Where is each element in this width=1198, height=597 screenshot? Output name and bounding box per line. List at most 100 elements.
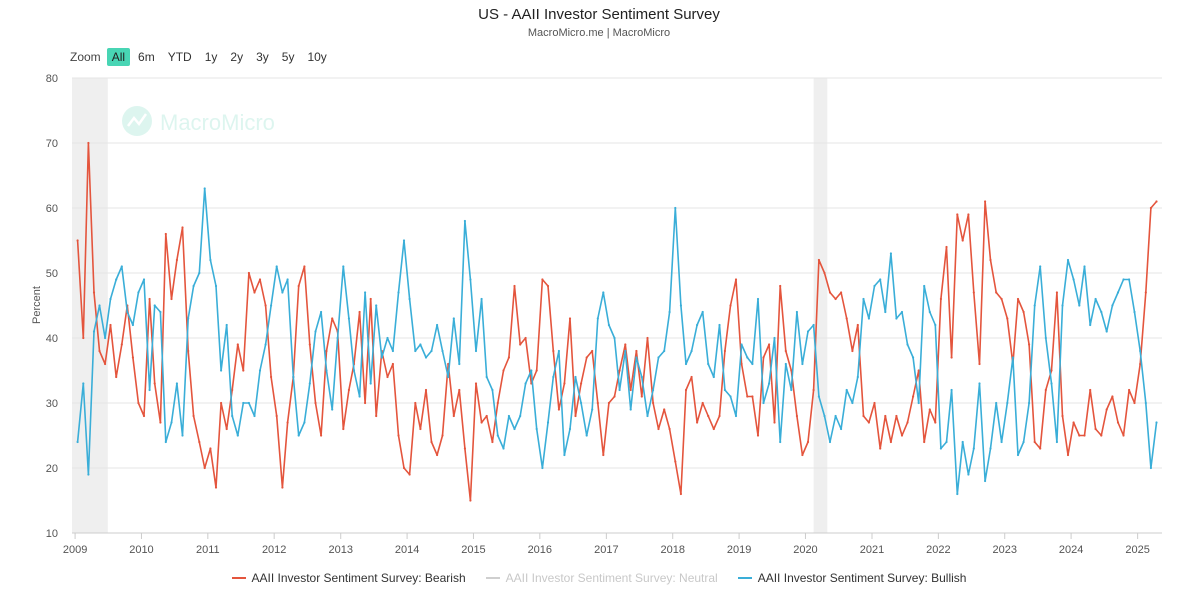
data-point-2-4[interactable] (98, 304, 101, 307)
data-point-2-175[interactable] (1044, 336, 1047, 340)
data-point-0-4[interactable] (98, 349, 101, 353)
data-point-2-165[interactable] (989, 447, 992, 450)
data-point-2-55[interactable] (380, 356, 383, 359)
data-point-2-54[interactable] (375, 304, 378, 307)
data-point-0-109[interactable] (679, 492, 683, 496)
data-point-2-9[interactable] (126, 310, 129, 314)
data-point-2-181[interactable] (1078, 304, 1081, 307)
data-point-2-58[interactable] (397, 291, 400, 294)
data-point-2-137[interactable] (834, 414, 837, 418)
data-point-0-73[interactable] (480, 421, 483, 424)
data-point-0-122[interactable] (751, 395, 754, 398)
data-point-0-78[interactable] (507, 356, 510, 359)
data-point-2-79[interactable] (513, 427, 516, 431)
data-point-2-8[interactable] (120, 265, 123, 268)
data-point-0-183[interactable] (1089, 388, 1092, 392)
data-point-0-170[interactable] (1016, 297, 1020, 301)
data-point-0-159[interactable] (956, 213, 959, 216)
data-point-2-16[interactable] (164, 440, 167, 444)
data-point-2-105[interactable] (657, 356, 660, 359)
data-point-2-77[interactable] (502, 447, 505, 450)
data-point-0-61[interactable] (414, 401, 417, 405)
data-point-2-109[interactable] (679, 304, 683, 307)
data-point-0-49[interactable] (347, 388, 350, 392)
data-point-0-107[interactable] (668, 427, 671, 431)
data-point-0-80[interactable] (519, 343, 522, 346)
data-point-2-14[interactable] (153, 304, 156, 307)
data-point-2-45[interactable] (325, 369, 328, 372)
data-point-0-136[interactable] (828, 291, 832, 294)
data-point-0-113[interactable] (701, 401, 704, 405)
data-point-2-30[interactable] (242, 401, 245, 405)
data-point-0-180[interactable] (1072, 421, 1075, 424)
data-point-0-21[interactable] (192, 414, 195, 418)
data-point-0-33[interactable] (258, 278, 262, 281)
data-point-2-83[interactable] (535, 427, 538, 431)
data-point-0-191[interactable] (1133, 401, 1136, 405)
data-point-0-181[interactable] (1078, 434, 1081, 437)
data-point-2-153[interactable] (923, 284, 926, 288)
data-point-2-166[interactable] (995, 401, 998, 405)
data-point-0-42[interactable] (308, 343, 311, 346)
data-point-2-94[interactable] (596, 317, 599, 320)
data-point-0-130[interactable] (795, 414, 799, 418)
zoom-ytd-button[interactable]: YTD (167, 50, 192, 64)
data-point-2-87[interactable] (557, 349, 561, 353)
data-point-2-190[interactable] (1128, 278, 1131, 281)
data-point-0-29[interactable] (236, 343, 239, 346)
data-point-0-133[interactable] (812, 388, 815, 392)
series-line-2[interactable] (76, 187, 1158, 495)
data-point-0-54[interactable] (375, 414, 378, 418)
legend-item-neutral[interactable]: AAII Investor Sentiment Survey: Neutral (485, 571, 718, 585)
zoom-2y-button[interactable]: 2y (230, 50, 244, 64)
data-point-0-27[interactable] (225, 427, 228, 431)
data-point-2-138[interactable] (840, 427, 843, 431)
data-point-2-187[interactable] (1111, 304, 1114, 307)
data-point-2-25[interactable] (214, 284, 218, 288)
data-point-2-178[interactable] (1061, 304, 1064, 307)
data-point-2-36[interactable] (275, 265, 278, 268)
data-point-2-157[interactable] (945, 440, 948, 444)
data-point-2-68[interactable] (452, 317, 455, 320)
data-point-0-115[interactable] (712, 427, 715, 431)
data-point-0-187[interactable] (1111, 395, 1114, 398)
data-point-0-38[interactable] (286, 421, 289, 424)
data-point-0-173[interactable] (1033, 440, 1036, 444)
data-point-2-91[interactable] (580, 401, 583, 405)
data-point-2-125[interactable] (768, 382, 771, 385)
data-point-2-100[interactable] (629, 408, 632, 411)
data-point-0-58[interactable] (397, 434, 400, 437)
data-point-0-114[interactable] (707, 414, 710, 418)
data-point-0-132[interactable] (806, 440, 810, 444)
data-point-0-95[interactable] (602, 453, 605, 457)
data-point-2-70[interactable] (463, 219, 466, 223)
data-point-0-155[interactable] (934, 421, 937, 424)
data-point-2-171[interactable] (1022, 440, 1025, 444)
data-point-2-71[interactable] (469, 278, 472, 281)
data-point-2-182[interactable] (1083, 265, 1086, 268)
data-point-2-189[interactable] (1122, 278, 1125, 281)
data-point-0-148[interactable] (895, 414, 898, 418)
data-point-2-154[interactable] (928, 310, 931, 314)
data-point-0-19[interactable] (181, 226, 184, 229)
data-point-0-97[interactable] (613, 395, 616, 398)
data-point-2-122[interactable] (751, 362, 754, 366)
data-point-0-116[interactable] (718, 414, 721, 418)
data-point-0-182[interactable] (1083, 434, 1086, 437)
data-point-0-127[interactable] (779, 284, 782, 288)
data-point-2-95[interactable] (602, 291, 605, 294)
data-point-0-193[interactable] (1144, 291, 1147, 294)
data-point-0-137[interactable] (834, 297, 837, 301)
data-point-2-46[interactable] (331, 408, 334, 411)
data-point-0-190[interactable] (1128, 388, 1131, 392)
data-point-2-114[interactable] (707, 362, 710, 366)
data-point-0-186[interactable] (1105, 408, 1108, 411)
data-point-0-195[interactable] (1155, 200, 1158, 203)
data-point-0-22[interactable] (198, 440, 201, 444)
data-point-2-88[interactable] (563, 453, 566, 457)
data-point-0-32[interactable] (253, 291, 256, 294)
data-point-0-8[interactable] (120, 343, 123, 346)
data-point-0-88[interactable] (563, 382, 566, 385)
data-point-2-52[interactable] (364, 291, 367, 294)
data-point-0-167[interactable] (1000, 297, 1003, 301)
